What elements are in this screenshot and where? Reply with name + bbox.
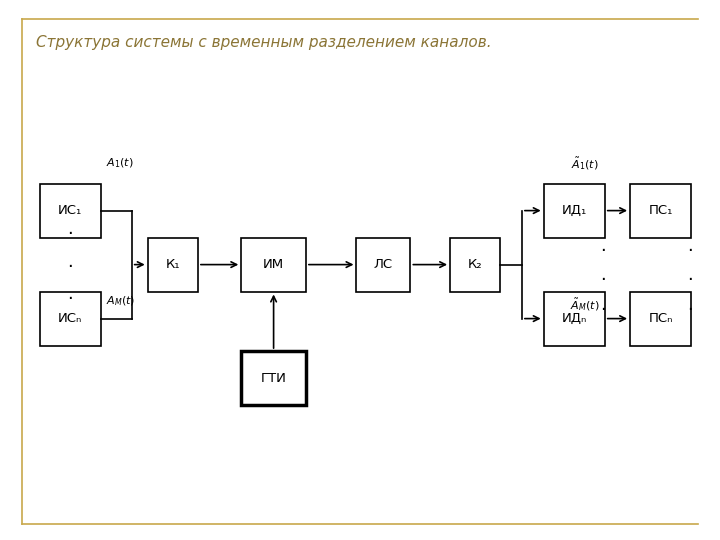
Text: $\tilde{A}_1(t)$: $\tilde{A}_1(t)$ — [571, 155, 598, 172]
Text: $\tilde{A}_M(t)$: $\tilde{A}_M(t)$ — [570, 296, 599, 313]
Text: .: . — [687, 296, 693, 314]
FancyBboxPatch shape — [148, 238, 198, 292]
Text: ГТИ: ГТИ — [261, 372, 287, 384]
Text: .: . — [67, 285, 73, 303]
Text: ЛС: ЛС — [374, 258, 393, 271]
FancyBboxPatch shape — [40, 292, 101, 346]
Text: .: . — [687, 266, 693, 285]
Text: ИМ: ИМ — [263, 258, 284, 271]
Text: ИДₙ: ИДₙ — [562, 312, 587, 325]
Text: ПС₁: ПС₁ — [649, 204, 672, 217]
Text: .: . — [600, 296, 606, 314]
Text: .: . — [687, 237, 693, 255]
Text: .: . — [600, 237, 606, 255]
Text: К₁: К₁ — [166, 258, 180, 271]
FancyBboxPatch shape — [630, 292, 691, 346]
Text: К₂: К₂ — [468, 258, 482, 271]
FancyBboxPatch shape — [450, 238, 500, 292]
FancyBboxPatch shape — [241, 238, 306, 292]
FancyBboxPatch shape — [356, 238, 410, 292]
Text: .: . — [67, 253, 73, 271]
Text: .: . — [600, 266, 606, 285]
FancyBboxPatch shape — [630, 184, 691, 238]
Text: Структура системы с временным разделением каналов.: Структура системы с временным разделение… — [36, 35, 492, 50]
Text: ИС₁: ИС₁ — [58, 204, 82, 217]
Text: $A_1(t)$: $A_1(t)$ — [107, 157, 134, 170]
Text: ПСₙ: ПСₙ — [648, 312, 673, 325]
Text: ИСₙ: ИСₙ — [58, 312, 82, 325]
FancyBboxPatch shape — [544, 292, 605, 346]
FancyBboxPatch shape — [40, 184, 101, 238]
Text: ИД₁: ИД₁ — [562, 204, 587, 217]
Text: .: . — [67, 220, 73, 239]
Text: $A_M(t)$: $A_M(t)$ — [106, 294, 135, 308]
FancyBboxPatch shape — [241, 351, 306, 405]
FancyBboxPatch shape — [544, 184, 605, 238]
